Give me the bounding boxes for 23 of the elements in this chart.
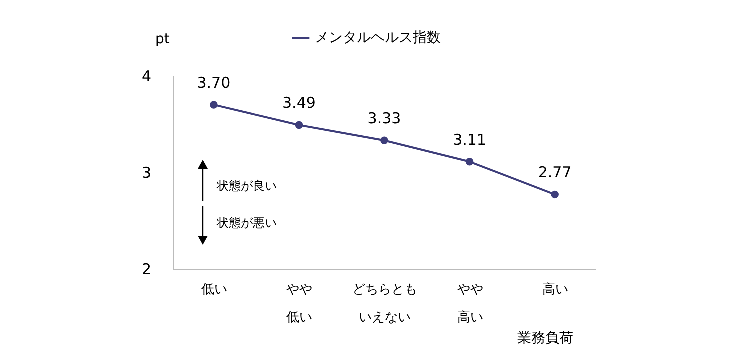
data-label: 2.77 (538, 164, 572, 182)
data-label: 3.49 (282, 94, 316, 112)
point (380, 136, 388, 145)
y-tick-label: 3 (142, 164, 152, 182)
x-tick-label: やや高い (457, 282, 484, 326)
point (551, 190, 559, 199)
x-tick-label: 高い (542, 282, 569, 298)
point (466, 158, 474, 166)
x-tick-label: どちらともいえない (352, 282, 418, 326)
y-tick-label: 2 (142, 260, 152, 278)
y-tick-label: 4 (142, 68, 152, 86)
legend-label: メンタルヘルス指数 (315, 30, 441, 46)
annotation: 状態が良い (216, 179, 277, 193)
y-axis-title: pt (156, 32, 170, 48)
x-tick-label: やや低い (286, 282, 313, 326)
point (295, 121, 304, 130)
point (210, 101, 218, 109)
annotation: 状態が悪い (216, 216, 277, 230)
data-label: 3.33 (368, 110, 402, 128)
data-label: 3.70 (197, 74, 231, 92)
data-label: 3.11 (453, 130, 486, 149)
x-tick-label: 低い (201, 282, 228, 298)
x-axis-title: 業務負荷 (518, 330, 574, 346)
